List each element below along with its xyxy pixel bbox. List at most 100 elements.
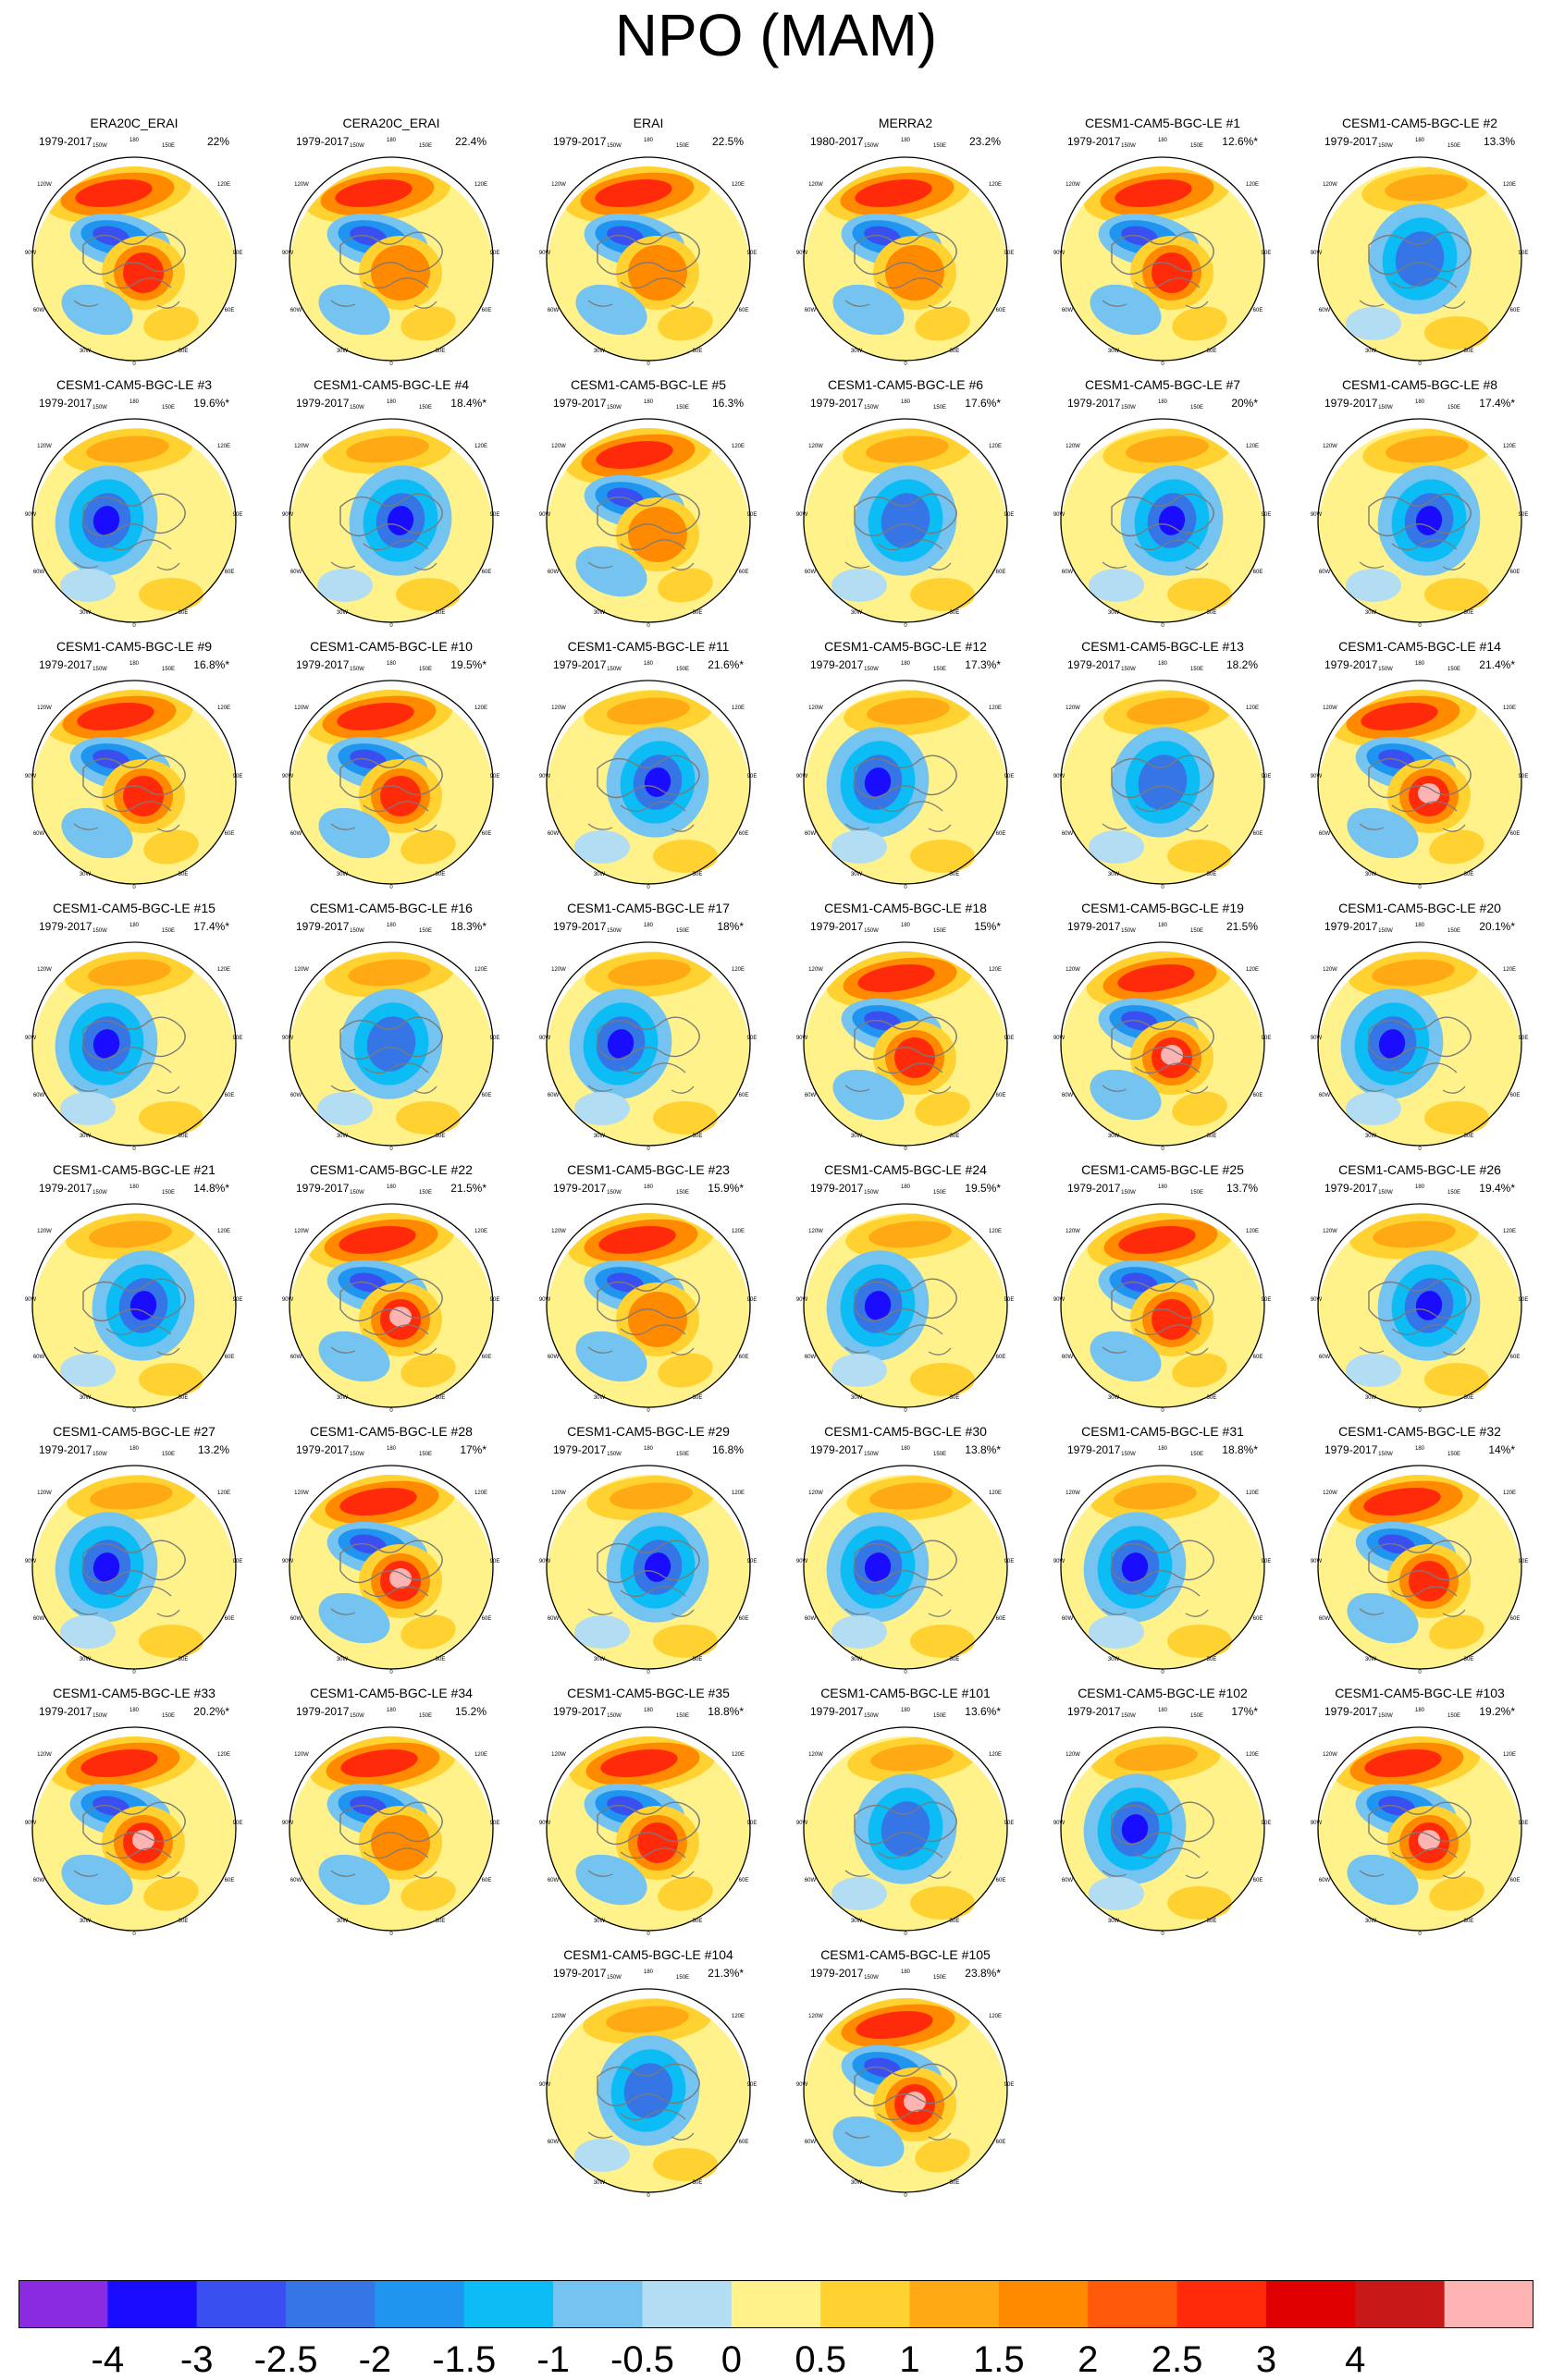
lon-label-30e: 30E: [1207, 349, 1217, 354]
map-boundary: [803, 941, 1008, 1147]
lon-label-60e: 60E: [1253, 1616, 1263, 1622]
polar-map: 180 150W 150E 120W 120E 90W 90E 60W 60E 30W 30E 0: [1311, 138, 1529, 367]
map-panel: CESM1-CAM5-BGC-LE #103 1979-2017 19.2%* 180…: [1304, 1686, 1535, 1937]
panel-title: CESM1-CAM5-BGC-LE #26: [1338, 1162, 1501, 1177]
panel-variance: 12.6%*: [1222, 135, 1258, 148]
lon-label-60e: 60E: [996, 1093, 1006, 1098]
lon-label-90e: 90E: [747, 1297, 758, 1303]
lon-label-30e: 30E: [179, 1919, 189, 1924]
lon-label-bottom: 0: [1161, 362, 1164, 367]
panel-period: 1979-2017: [810, 397, 864, 410]
colorbar-tick-label: 0: [721, 2339, 742, 2380]
lon-label-120e: 120E: [1503, 705, 1516, 711]
polar-map: 180 150W 150E 120W 120E 90W 90E 60W 60E 30W 30E 0: [282, 661, 500, 890]
map-panel: CESM1-CAM5-BGC-LE #16 1979-2017 18.3%* 180 1…: [276, 901, 507, 1152]
panel-title: CESM1-CAM5-BGC-LE #103: [1335, 1686, 1505, 1700]
lon-label-120w: 120W: [551, 967, 566, 973]
lon-label-bottom: 0: [132, 885, 136, 890]
lon-label-bottom: 0: [647, 1147, 650, 1152]
colorbar-tick-label: 2: [1078, 2339, 1099, 2380]
lon-label-60w: 60W: [290, 1878, 302, 1883]
map-panel: MERRA2 1980-2017 23.2% 180 150W 150E 120W 120E 9…: [790, 116, 1021, 367]
lon-label-120e: 120E: [1246, 967, 1259, 973]
lon-label-60e: 60E: [482, 831, 492, 837]
lon-label-30w: 30W: [851, 610, 863, 616]
lon-label-30e: 30E: [1207, 610, 1217, 616]
lon-label-90w: 90W: [25, 251, 37, 256]
map-boundary: [546, 680, 751, 885]
lon-label-90w: 90W: [1053, 512, 1065, 518]
lon-label-30e: 30E: [179, 349, 189, 354]
lon-label-60e: 60E: [225, 1616, 235, 1622]
lon-label-bottom: 0: [1161, 885, 1164, 890]
lon-label-bottom: 0: [1161, 1147, 1164, 1152]
panel-variance: 18%*: [717, 920, 744, 933]
lon-label-120e: 120E: [217, 705, 230, 711]
map-boundary: [803, 1465, 1008, 1670]
lon-label-bottom: 0: [132, 1670, 136, 1675]
map-boundary: [1317, 1203, 1522, 1408]
lon-label-90w: 90W: [25, 774, 37, 779]
lon-label-120e: 120E: [989, 444, 1002, 449]
polar-map: 180 150W 150E 120W 120E 90W 90E 60W 60E 30W 30E 0: [25, 1708, 243, 1937]
panel-period: 1979-2017: [810, 1443, 864, 1456]
lon-label-90e: 90E: [233, 512, 243, 518]
lon-label-bottom: 0: [904, 623, 907, 629]
panel-variance: 17%*: [1231, 1705, 1258, 1718]
lon-label-150w: 150W: [350, 405, 364, 411]
polar-map: 180 150W 150E 120W 120E 90W 90E 60W 60E 30W 30E 0: [796, 923, 1015, 1152]
lon-label-150e: 150E: [676, 1975, 689, 1981]
polar-map: 180 150W 150E 120W 120E 90W 90E 60W 60E 30W 30E 0: [1053, 399, 1272, 629]
map-boundary: [289, 941, 494, 1147]
map-panel: CESM1-CAM5-BGC-LE #105 1979-2017 23.8%* 180…: [790, 1947, 1021, 2199]
map-boundary: [31, 418, 237, 623]
map-boundary: [803, 156, 1008, 362]
panel-variance: 22.5%: [711, 135, 744, 148]
lon-label-bottom: 0: [389, 1147, 393, 1152]
lon-label-150e: 150E: [933, 405, 946, 411]
lon-label-150w: 150W: [1121, 405, 1136, 411]
lon-label-30w: 30W: [80, 872, 92, 877]
lon-label-120w: 120W: [1323, 1491, 1337, 1496]
lon-label-bottom: 0: [904, 2193, 907, 2199]
panel-title: CESM1-CAM5-BGC-LE #25: [1081, 1162, 1244, 1177]
lon-label-30e: 30E: [693, 349, 703, 354]
lon-label-150w: 150W: [1378, 1713, 1393, 1719]
lon-label-60e: 60E: [1510, 1093, 1521, 1098]
lon-label-60e: 60E: [739, 831, 749, 837]
lon-label-90e: 90E: [490, 1297, 500, 1303]
lon-label-30w: 30W: [594, 872, 606, 877]
lon-label-120e: 120E: [732, 705, 745, 711]
panel-variance: 21.4%*: [1479, 658, 1515, 671]
lon-label-120e: 120E: [989, 967, 1002, 973]
panel-period: 1979-2017: [39, 135, 92, 148]
polar-map: 180 150W 150E 120W 120E 90W 90E 60W 60E 30W 30E 0: [1311, 661, 1529, 890]
lon-label-90w: 90W: [539, 2082, 551, 2088]
lon-label-30w: 30W: [1108, 1657, 1120, 1662]
lon-label-150w: 150W: [607, 405, 622, 411]
colorbar-swatch: [463, 2280, 554, 2328]
colorbar-swatch: [1088, 2280, 1178, 2328]
lon-label-120e: 120E: [1246, 1491, 1259, 1496]
lon-label-150w: 150W: [864, 1975, 879, 1981]
lon-label-90e: 90E: [1004, 512, 1015, 518]
lon-label-120e: 120E: [989, 1491, 1002, 1496]
lon-label-150e: 150E: [162, 143, 175, 149]
map-boundary: [31, 1726, 237, 1932]
lon-label-150e: 150E: [1447, 1452, 1460, 1457]
panel-variance: 21.3%*: [708, 1967, 744, 1980]
lon-label-90e: 90E: [1004, 251, 1015, 256]
panel-period: 1979-2017: [39, 1705, 92, 1718]
panel-title: CESM1-CAM5-BGC-LE #3: [55, 377, 213, 392]
lon-label-30w: 30W: [851, 1395, 863, 1401]
polar-map: 180 150W 150E 120W 120E 90W 90E 60W 60E 30W 30E 0: [1053, 1446, 1272, 1675]
lon-label-120w: 120W: [1065, 1752, 1080, 1758]
lon-label-90e: 90E: [490, 1821, 500, 1826]
lon-label-60w: 60W: [290, 308, 302, 313]
lon-label-30w: 30W: [80, 1657, 92, 1662]
lon-label-60w: 60W: [1319, 308, 1331, 313]
lon-label-30w: 30W: [337, 1657, 349, 1662]
lon-label-60e: 60E: [482, 570, 492, 575]
colorbar-tick-label: -1.5: [432, 2339, 497, 2380]
lon-label-bottom: 0: [904, 362, 907, 367]
